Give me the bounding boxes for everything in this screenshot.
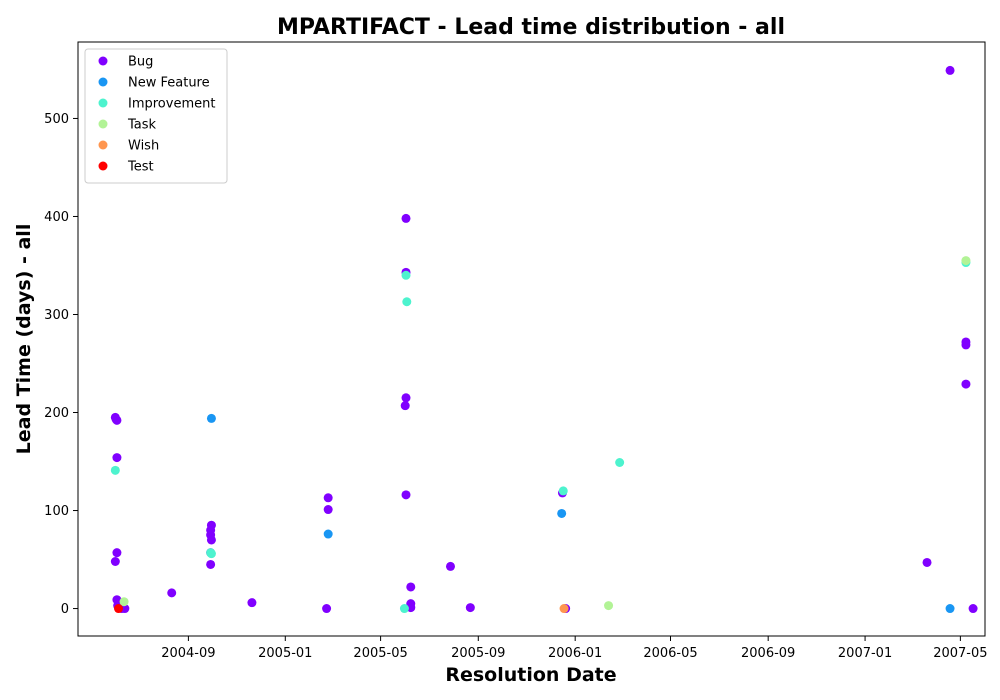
point-improvement	[615, 458, 625, 468]
y-axis-ticks: 0 100 200 300 400 500	[44, 112, 78, 617]
point-bug	[465, 603, 475, 613]
point-bug	[400, 401, 410, 411]
point-bug	[112, 415, 122, 425]
point-bug	[401, 213, 411, 223]
x-tick-label: 2007-01	[838, 646, 892, 661]
point-new-feature	[323, 529, 333, 539]
legend-marker-task	[98, 119, 108, 129]
chart-title: MPARTIFACT - Lead time distribution - al…	[277, 15, 785, 40]
point-wish	[559, 604, 569, 614]
plot-area	[77, 41, 986, 637]
point-bug	[120, 604, 130, 614]
y-tick-label: 300	[44, 308, 69, 323]
point-bug	[968, 604, 978, 614]
y-tick-label: 400	[44, 210, 69, 225]
point-bug	[401, 490, 411, 500]
y-axis-label: Lead Time (days) - all	[13, 224, 35, 455]
x-tick-label: 2005-01	[258, 646, 312, 661]
point-task	[119, 597, 129, 607]
point-improvement	[402, 297, 412, 307]
point-bug	[323, 505, 333, 515]
point-bug	[206, 535, 216, 545]
point-bug	[961, 340, 971, 350]
point-bug	[247, 598, 257, 608]
legend-label-test: Test	[127, 160, 154, 175]
legend-label-improvement: Improvement	[128, 97, 215, 112]
x-axis-label: Resolution Date	[445, 664, 616, 686]
point-bug	[110, 557, 120, 567]
point-new-feature	[945, 604, 955, 614]
point-bug	[167, 588, 177, 598]
point-new-feature	[557, 508, 567, 518]
point-bug	[401, 393, 411, 403]
legend: Bug New Feature Improvement Task Wish Test	[84, 48, 228, 184]
legend-marker-improvement	[98, 98, 108, 108]
point-bug	[112, 453, 122, 463]
x-tick-label: 2005-05	[353, 646, 407, 661]
legend-marker-new-feature	[98, 77, 108, 87]
point-bug	[323, 493, 333, 503]
point-task	[961, 256, 971, 266]
point-bug	[961, 379, 971, 389]
point-bug	[945, 65, 955, 75]
x-tick-label: 2004-09	[161, 646, 215, 661]
data-points	[110, 65, 978, 614]
point-task	[604, 601, 614, 611]
point-bug	[445, 561, 455, 571]
legend-marker-bug	[98, 56, 108, 66]
legend-box	[84, 48, 228, 184]
point-bug	[112, 548, 122, 558]
point-new-feature	[206, 413, 216, 423]
point-bug	[322, 604, 332, 614]
point-bug	[922, 557, 932, 567]
point-test	[114, 604, 124, 614]
point-improvement	[401, 270, 411, 280]
legend-marker-wish	[98, 140, 108, 150]
point-improvement	[399, 604, 409, 614]
y-tick-label: 500	[44, 112, 69, 127]
point-bug	[206, 559, 216, 569]
x-tick-label: 2006-05	[643, 646, 697, 661]
point-improvement	[558, 486, 568, 496]
y-tick-label: 100	[44, 504, 69, 519]
x-tick-label: 2005-09	[451, 646, 505, 661]
point-improvement	[206, 549, 216, 559]
point-bug	[406, 582, 416, 592]
x-tick-label: 2006-01	[548, 646, 602, 661]
legend-label-task: Task	[127, 118, 157, 133]
y-tick-label: 200	[44, 406, 69, 421]
legend-label-wish: Wish	[128, 139, 159, 154]
x-axis-ticks: 2004-09 2005-01 2005-05 2005-09 2006-01 2006-…	[161, 636, 988, 661]
legend-marker-test	[98, 161, 108, 171]
y-tick-label: 0	[61, 602, 69, 617]
point-improvement	[110, 465, 120, 475]
legend-label-bug: Bug	[128, 55, 153, 70]
legend-label-new-feature: New Feature	[128, 76, 210, 91]
x-tick-label: 2007-05	[933, 646, 987, 661]
x-tick-label: 2006-09	[741, 646, 795, 661]
